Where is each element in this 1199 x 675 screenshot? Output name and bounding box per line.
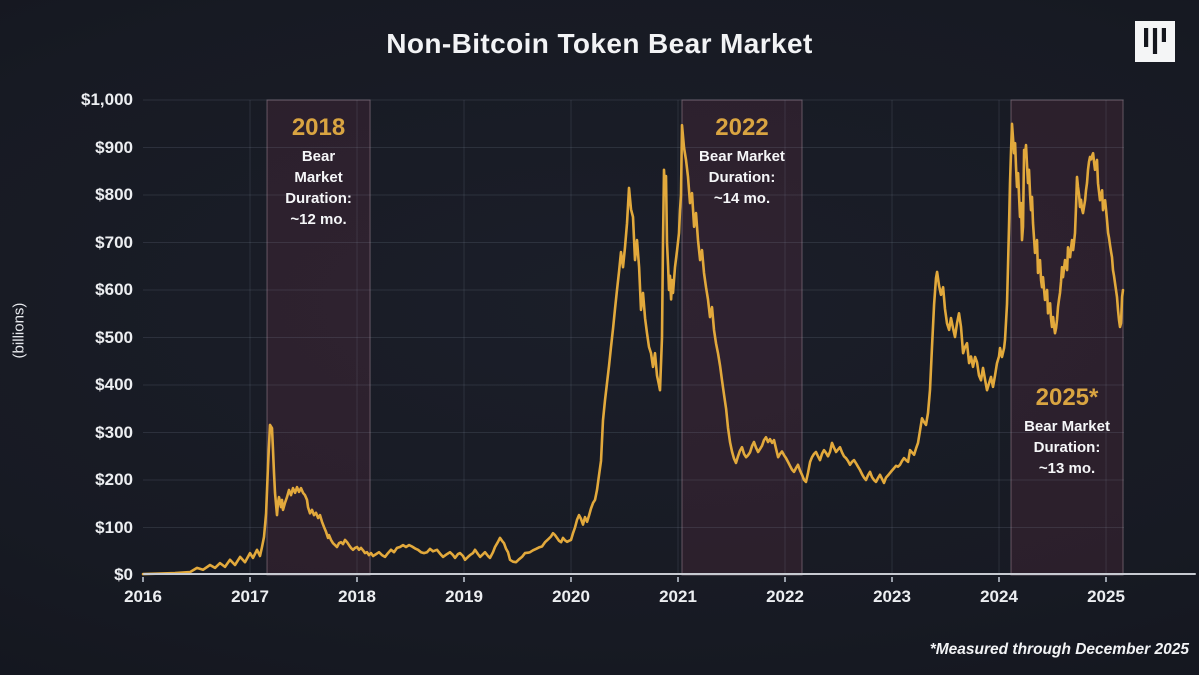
x-axis-line bbox=[143, 573, 1196, 575]
x-tick-mark bbox=[891, 577, 894, 582]
y-tick-label: $900 bbox=[95, 137, 133, 157]
bear-market-band bbox=[681, 99, 803, 576]
x-tick-mark bbox=[1105, 577, 1108, 582]
x-tick-label: 2024 bbox=[980, 587, 1018, 606]
x-tick-label: 2025 bbox=[1087, 587, 1125, 606]
footnote: *Measured through December 2025 bbox=[929, 641, 1189, 658]
chart-plot-svg bbox=[141, 99, 1125, 576]
x-tick-mark bbox=[998, 577, 1001, 582]
x-tick-label: 2023 bbox=[873, 587, 911, 606]
pantera-logo-icon bbox=[1135, 21, 1175, 62]
y-tick-label: $0 bbox=[114, 565, 133, 584]
x-tick-label: 2016 bbox=[124, 587, 162, 606]
x-tick-label: 2022 bbox=[766, 587, 804, 606]
chart-title: Non-Bitcoin Token Bear Market bbox=[386, 28, 813, 59]
x-tick-label: 2021 bbox=[659, 587, 697, 606]
y-tick-label: $600 bbox=[95, 280, 133, 299]
x-tick-label: 2017 bbox=[231, 587, 269, 606]
y-tick-label: $800 bbox=[95, 185, 133, 204]
bear-market-band bbox=[266, 99, 371, 576]
plot-area bbox=[141, 99, 1125, 576]
y-tick-label: $500 bbox=[95, 327, 133, 347]
y-tick-label: $200 bbox=[95, 470, 133, 489]
x-tick-mark bbox=[570, 577, 572, 582]
market-cap-line bbox=[141, 122, 1125, 576]
x-tick-mark bbox=[463, 577, 465, 582]
x-tick-label: 2018 bbox=[338, 587, 376, 606]
x-tick-label: 2020 bbox=[552, 587, 590, 606]
y-tick-label: $300 bbox=[95, 422, 133, 442]
x-tick-mark bbox=[784, 577, 787, 582]
y-tick-label: $100 bbox=[95, 517, 133, 537]
y-tick-label: $400 bbox=[95, 375, 133, 394]
x-tick-mark bbox=[356, 577, 358, 582]
y-tick-label: $1,000 bbox=[81, 90, 133, 109]
x-tick-mark bbox=[677, 577, 679, 582]
x-tick-mark bbox=[249, 577, 251, 582]
x-tick-label: 2019 bbox=[445, 587, 483, 606]
x-tick-mark bbox=[142, 577, 144, 582]
y-tick-label: $700 bbox=[95, 232, 133, 252]
